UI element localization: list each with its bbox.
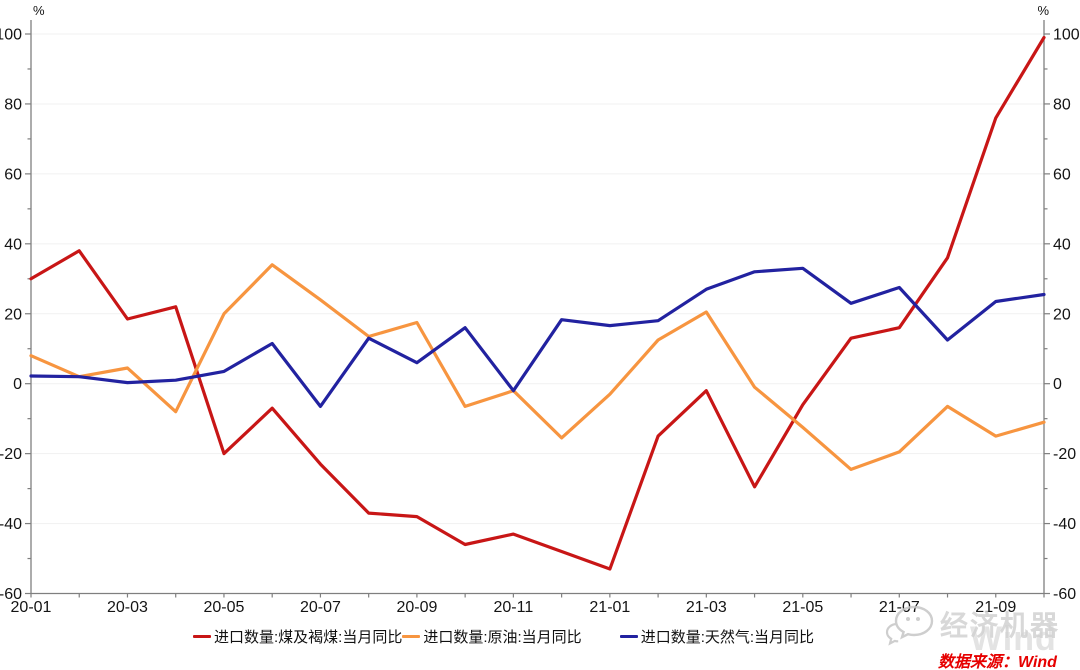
legend-item-coal: 进口数量:煤及褐煤:当月同比 [193, 626, 402, 647]
x-tick-label: 20-11 [494, 599, 534, 616]
series-line-0 [29, 35, 1046, 571]
legend-swatch-coal [193, 635, 211, 638]
wechat-chat-icon [885, 605, 934, 646]
series-line-2 [29, 266, 1046, 408]
y-tick-label-right: 20 [1053, 306, 1071, 323]
y-tick-label-left: 20 [4, 306, 22, 323]
y-tick-label-left: 100 [0, 27, 22, 44]
y-tick-label-right: 0 [1053, 376, 1062, 393]
y-tick-label-left: 40 [4, 236, 22, 253]
y-tick-label-left: -60 [0, 586, 22, 603]
wind-watermark-text: Wind [970, 620, 1057, 658]
x-tick-label: 20-05 [203, 599, 244, 616]
y-tick-label-left: 80 [4, 96, 22, 113]
series-line-1 [29, 263, 1046, 471]
legend-swatch-gas [619, 635, 638, 638]
x-tick-label: 20-03 [107, 599, 148, 616]
legend-swatch-oil [402, 635, 421, 638]
x-tick-label: 20-07 [300, 599, 341, 616]
y-tick-label-right: 60 [1053, 166, 1071, 183]
y-tick-label-left: -20 [0, 446, 22, 463]
legend-item-oil: 进口数量:原油:当月同比 [402, 626, 582, 647]
watermark-brand-text: 经济机器 [940, 610, 1061, 641]
x-tick-label: 21-03 [686, 599, 727, 616]
x-tick-label: 20-01 [11, 599, 52, 616]
x-tick-label: 20-09 [396, 599, 437, 616]
y-tick-label-right: 40 [1053, 236, 1071, 253]
y-axis-unit-right: % [1037, 3, 1049, 18]
legend-label-coal: 进口数量:煤及褐煤:当月同比 [214, 629, 403, 646]
x-tick-label: 21-09 [975, 599, 1016, 616]
y-tick-label-right: -60 [1053, 586, 1076, 603]
legend: 进口数量:煤及褐煤:当月同比 进口数量:原油:当月同比 进口数量:天然气:当月同… [193, 626, 814, 647]
legend-item-gas: 进口数量:天然气:当月同比 [619, 626, 815, 647]
y-tick-label-left: 60 [4, 166, 22, 183]
y-tick-label-right: 80 [1053, 96, 1071, 113]
y-tick-label-left: 0 [13, 376, 22, 393]
data-source-label: 数据来源：Wind [938, 654, 1057, 670]
legend-label-gas: 进口数量:天然气:当月同比 [640, 629, 815, 646]
y-tick-label-right: 100 [1053, 27, 1080, 44]
y-tick-label-right: -40 [1053, 516, 1076, 533]
x-tick-label: 21-01 [589, 599, 630, 616]
y-axis-unit-left: % [33, 3, 45, 18]
x-tick-label: 21-07 [879, 599, 920, 616]
legend-label-oil: 进口数量:原油:当月同比 [423, 629, 582, 646]
y-tick-label-right: -20 [1053, 446, 1076, 463]
watermark: 经济机器 [884, 604, 1060, 648]
y-tick-label-left: -40 [0, 516, 22, 533]
x-tick-label: 21-05 [782, 599, 823, 616]
